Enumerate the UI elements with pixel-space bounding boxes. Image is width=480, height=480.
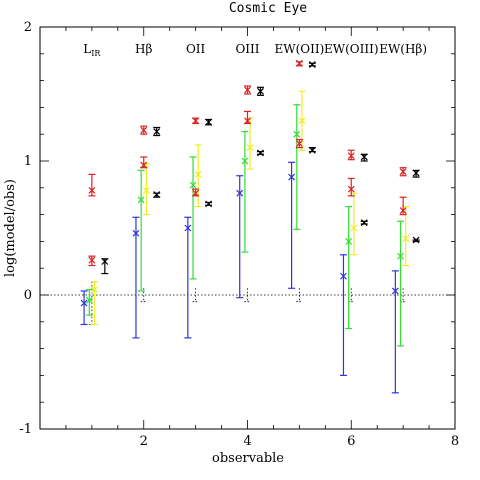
chart-title: Cosmic Eye (229, 1, 307, 16)
point-marker (85, 296, 93, 304)
point-marker (345, 237, 353, 245)
point-marker (153, 191, 161, 198)
point-marker (402, 235, 410, 243)
point-marker (244, 117, 251, 125)
point-marker (194, 170, 202, 178)
point-marker (241, 157, 249, 165)
point-marker (192, 189, 200, 197)
y-tick-label: -1 (19, 422, 32, 437)
point-marker (80, 299, 88, 307)
point-marker (412, 169, 420, 177)
point-marker (142, 187, 150, 194)
point-marker (246, 144, 254, 152)
point-marker (205, 118, 213, 126)
point-marker (192, 117, 200, 125)
series-3 (88, 59, 407, 267)
y-tick-label: 1 (24, 154, 32, 169)
point-marker (360, 219, 368, 227)
observable-label: OII (186, 42, 206, 56)
point-marker (91, 286, 98, 294)
x-axis-label: observable (212, 451, 284, 466)
point-marker (308, 61, 316, 68)
point-marker (340, 272, 347, 280)
x-tick-label: 2 (140, 434, 148, 449)
point-marker (153, 128, 161, 135)
observable-labels: LIR Hβ OII OIII EW(OII) EW(OIII) EW(Hβ) (83, 42, 427, 58)
point-marker (101, 258, 109, 265)
point-marker (397, 252, 404, 260)
observable-label: EW(Hβ) (379, 42, 427, 56)
point-marker (295, 140, 303, 148)
point-marker (244, 86, 251, 94)
data-series (80, 59, 420, 394)
point-marker (391, 287, 399, 295)
observable-label: LIR (83, 42, 101, 58)
point-marker (308, 146, 316, 154)
point-marker (137, 196, 145, 204)
observable-label: EW(OII) (274, 42, 324, 56)
y-axis-label: log(model/obs) (3, 179, 18, 277)
point-marker (205, 200, 213, 208)
point-marker (298, 117, 306, 125)
y-tick-label: 2 (24, 20, 32, 35)
x-tick-label: 4 (243, 434, 251, 449)
point-marker (189, 181, 197, 189)
point-marker (88, 256, 96, 264)
point-marker (257, 149, 264, 157)
point-marker (412, 236, 420, 244)
point-marker (236, 189, 244, 197)
point-marker (347, 152, 355, 160)
observable-label: OIII (235, 42, 259, 56)
point-marker (350, 224, 358, 232)
point-marker (399, 168, 407, 176)
point-marker (399, 207, 407, 215)
point-marker (140, 161, 148, 169)
series-0 (80, 161, 399, 394)
point-marker (288, 173, 296, 181)
point-marker (257, 87, 264, 95)
observable-label: Hβ (135, 42, 152, 56)
point-marker (347, 185, 355, 193)
series-1 (85, 104, 405, 347)
series-4 (101, 61, 420, 275)
y-tick-label: 0 (24, 288, 32, 303)
point-marker (360, 153, 368, 161)
observable-label: EW(OIII) (324, 42, 379, 56)
x-tick-label: 8 (451, 434, 459, 449)
point-marker (88, 187, 96, 194)
point-marker (184, 224, 192, 232)
point-marker (132, 229, 140, 237)
point-marker (140, 126, 148, 134)
x-tick-label: 6 (347, 434, 355, 449)
tick-labels: 2 4 6 8 -1 0 1 2 (19, 20, 459, 449)
point-marker (293, 130, 301, 138)
point-marker (295, 59, 303, 67)
series-2 (90, 90, 410, 326)
